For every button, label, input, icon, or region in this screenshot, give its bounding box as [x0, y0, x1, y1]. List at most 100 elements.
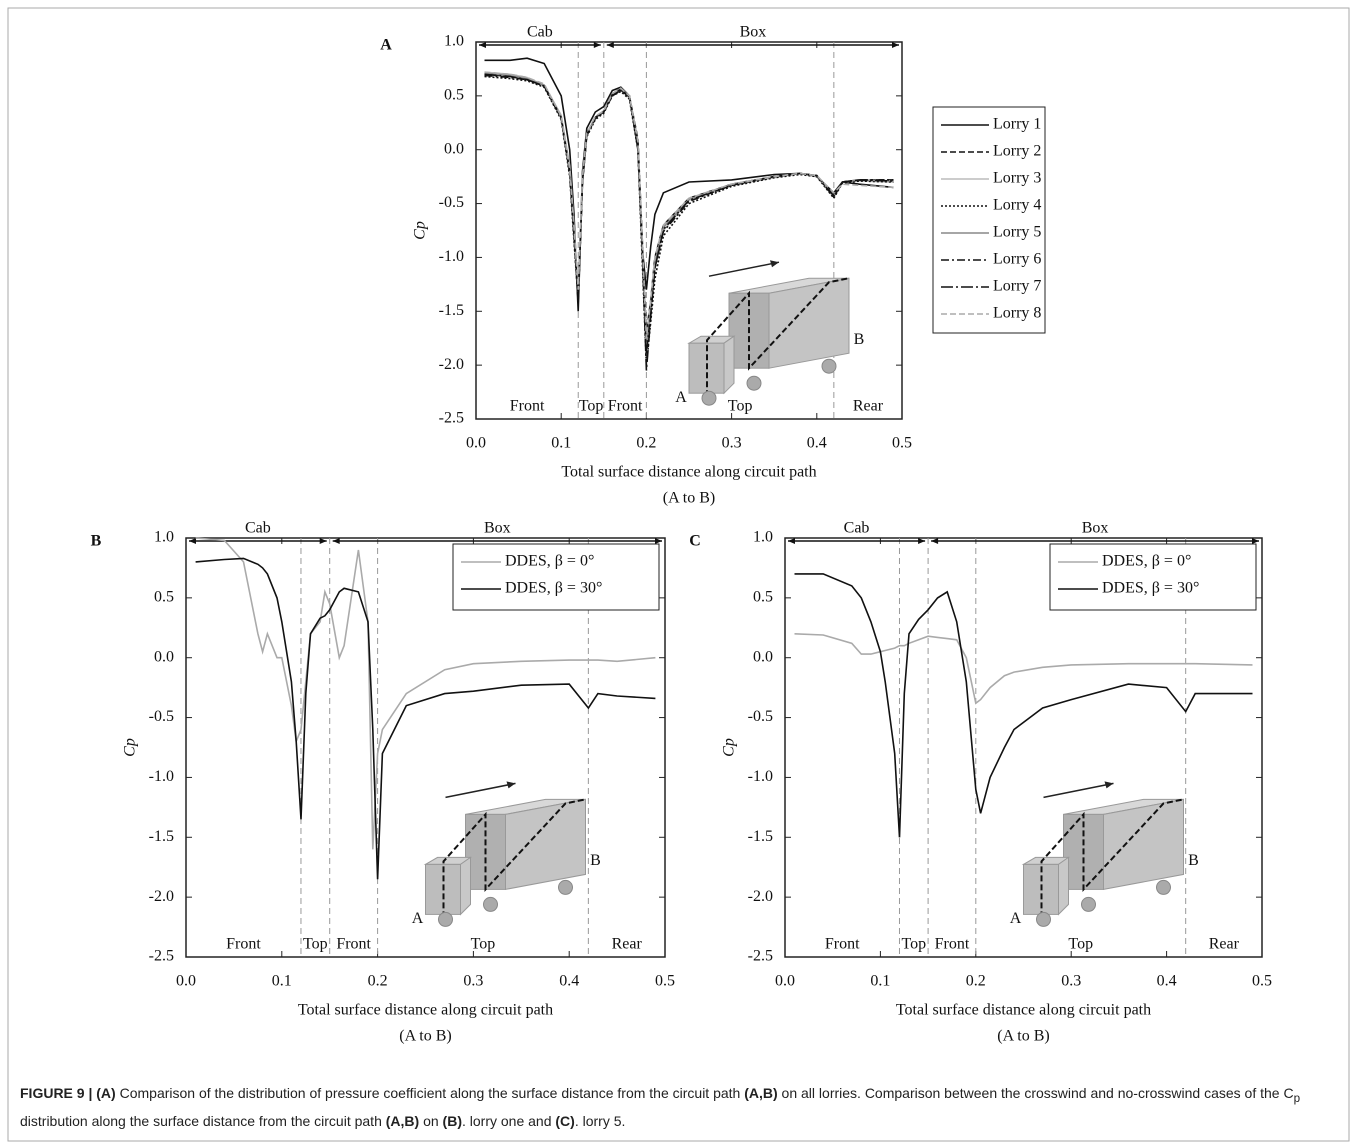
- y-axis-label: Cp: [412, 221, 429, 240]
- section-arrow: [594, 42, 601, 48]
- y-tick-label: -1.0: [748, 768, 773, 785]
- section-label: Rear: [612, 936, 643, 953]
- x-tick-label: 0.4: [1157, 973, 1177, 990]
- y-tick-label: 0.5: [444, 87, 464, 104]
- box-side: [506, 799, 586, 889]
- caption-text: on: [419, 1113, 442, 1129]
- y-axis-label: Cp: [721, 738, 738, 757]
- panel-label: C: [689, 533, 701, 550]
- caption-text: . lorry one and: [462, 1113, 555, 1129]
- panel-label: A: [380, 37, 392, 54]
- y-axis-label: Cp: [122, 738, 139, 757]
- y-tick-label: 0.0: [154, 648, 174, 665]
- section-label: Cab: [245, 520, 271, 537]
- y-tick-label: -0.5: [439, 194, 464, 211]
- section-arrow: [607, 42, 614, 48]
- x-tick-label: 0.5: [655, 973, 675, 990]
- y-tick-label: 1.0: [444, 33, 464, 50]
- section-label: Top: [579, 398, 604, 415]
- section-arrow: [320, 538, 327, 544]
- x-tick-label: 0.2: [636, 435, 656, 452]
- y-tick-label: -2.5: [149, 948, 174, 965]
- caption-text: Comparison of the distribution of pressu…: [116, 1085, 745, 1101]
- section-label: Rear: [853, 398, 884, 415]
- section-label: Top: [303, 936, 328, 953]
- legend-label: Lorry 4: [993, 197, 1041, 214]
- y-tick-label: -1.5: [748, 828, 773, 845]
- box-side: [1104, 799, 1184, 889]
- section-arrow: [333, 538, 340, 544]
- wheel: [822, 359, 836, 373]
- box-side: [769, 278, 849, 368]
- direction-arrowhead: [507, 781, 516, 788]
- section-label: Front: [336, 936, 371, 953]
- x-axis-label: (A to B): [399, 1028, 451, 1045]
- x-axis-label: (A to B): [663, 490, 715, 507]
- wheel: [484, 897, 498, 911]
- legend-label: Lorry 7: [993, 278, 1041, 295]
- truck-inset: AB: [675, 260, 864, 406]
- figure: A -2.5 -2.0 -1.5 -1.0 -0.5 0.0 0.5 1.0 0.0 0.1 0.2 0…: [0, 0, 1357, 1147]
- section-label: Top: [1068, 936, 1093, 953]
- x-tick-label: 0.3: [1061, 973, 1081, 990]
- legend-label: Lorry 1: [993, 116, 1041, 133]
- inset-label: B: [854, 331, 865, 348]
- y-tick-label: -1.0: [439, 248, 464, 265]
- section-arrow: [1252, 538, 1259, 544]
- caption-text: . lorry 5.: [575, 1113, 626, 1129]
- direction-arrow: [446, 783, 516, 797]
- wheel: [1037, 912, 1051, 926]
- legend-label: Lorry 8: [993, 305, 1041, 322]
- legend-label: Lorry 3: [993, 170, 1041, 187]
- y-tick-label: 0.5: [154, 589, 174, 606]
- legend-box: [933, 107, 1045, 333]
- section-label: Box: [484, 520, 511, 537]
- caption: FIGURE 9 | (A) Comparison of the distrib…: [20, 1082, 1310, 1132]
- cab-side: [1059, 857, 1069, 914]
- series-line: [485, 58, 894, 311]
- caption-text: p: [1294, 1092, 1300, 1105]
- y-tick-label: 1.0: [753, 529, 773, 546]
- y-tick-label: -1.5: [439, 302, 464, 319]
- wheel: [702, 391, 716, 405]
- wheel: [1082, 897, 1096, 911]
- x-tick-label: 0.2: [966, 973, 986, 990]
- section-arrow: [189, 538, 196, 544]
- cab-side: [724, 336, 734, 393]
- legend-label: Lorry 2: [993, 143, 1041, 160]
- section-label: Front: [935, 936, 970, 953]
- y-tick-label: -2.5: [439, 410, 464, 427]
- x-axis-label: (A to B): [997, 1028, 1049, 1045]
- legend-label: Lorry 5: [993, 224, 1041, 241]
- truck-inset: AB: [412, 781, 601, 927]
- y-tick-label: -2.0: [439, 356, 464, 373]
- series-line: [795, 634, 1253, 703]
- section-label: Front: [825, 936, 860, 953]
- x-tick-label: 0.5: [1252, 973, 1272, 990]
- caption-text: FIGURE 9 | (A): [20, 1085, 116, 1101]
- y-tick-label: 0.0: [444, 140, 464, 157]
- section-label: Front: [608, 398, 643, 415]
- x-tick-label: 0.2: [368, 973, 388, 990]
- section-arrow: [655, 538, 662, 544]
- inset-label: A: [412, 910, 424, 927]
- caption-text: distribution along the surface distance …: [20, 1113, 386, 1129]
- direction-arrowhead: [1105, 781, 1114, 788]
- legend-label: DDES, β = 30°: [1102, 580, 1199, 597]
- direction-arrow: [1044, 783, 1114, 797]
- x-axis-label: Total surface distance along circuit pat…: [561, 464, 816, 481]
- section-label: Cab: [527, 24, 553, 41]
- wheel: [747, 376, 761, 390]
- x-tick-label: 0.0: [176, 973, 196, 990]
- legend-label: DDES, β = 0°: [1102, 553, 1191, 570]
- cab-side: [461, 857, 471, 914]
- section-label: Rear: [1209, 936, 1240, 953]
- inset-label: A: [675, 389, 687, 406]
- y-tick-label: -2.5: [748, 948, 773, 965]
- section-arrow: [479, 42, 486, 48]
- truck-inset: AB: [1010, 781, 1199, 927]
- caption-text: (B): [443, 1113, 462, 1129]
- x-tick-label: 0.1: [551, 435, 571, 452]
- section-label: Box: [740, 24, 767, 41]
- y-tick-label: 0.5: [753, 589, 773, 606]
